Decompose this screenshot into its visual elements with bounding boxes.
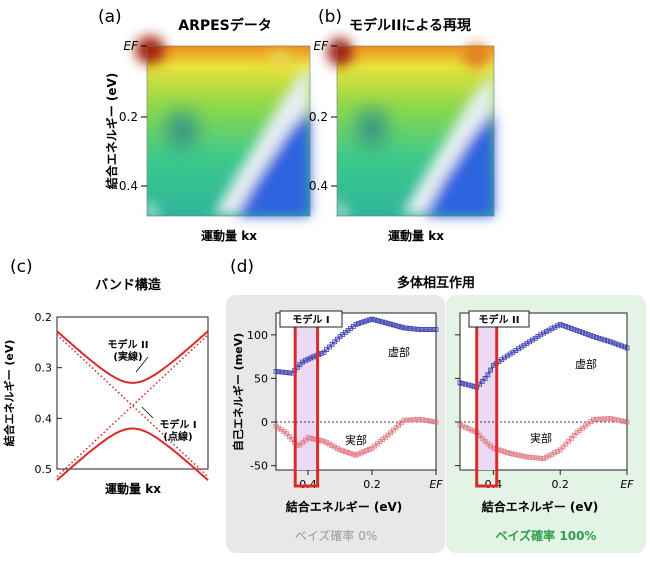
model-image [327,38,495,217]
band-model2-lower [56,427,209,481]
highlight-band [476,313,497,470]
panel-d-xlabel-right: 結合エネルギー (eV) [482,499,599,514]
data-point [398,420,404,426]
xtick-label: 0.2 [551,478,569,491]
data-point [393,425,399,431]
band-ytick-label: 0.2 [35,311,53,324]
bayes-probability-right: ベイズ確率 100% [496,528,597,543]
imag-label-right: 虚部 [575,357,597,371]
data-point [385,432,391,438]
xtick-label: EF [620,478,634,491]
data-point [560,444,566,450]
data-point [482,438,488,444]
band-model1-line [56,334,209,478]
panel-b-yaxis: EF 0.2 0.4 [309,39,337,193]
panel-a-ytick-02: 0.2 [119,110,138,124]
band-annotation-model1-sub: (点線) [163,430,192,443]
data-point [302,437,308,443]
panel-c-letter: (c) [10,257,33,277]
data-point [300,440,306,445]
data-point [329,341,335,347]
data-point [390,427,396,433]
panel-d-title: 多体相互作用 [397,275,475,291]
panel-c-title: バンド構造 [95,277,162,293]
band-ytick-label: 0.5 [35,463,53,476]
panel-a-ytick-ef: EF [124,39,140,53]
band-annotation-model2-sub: (実線) [113,350,142,363]
model1-box-label: モデル I [279,310,343,328]
data-point [566,438,571,444]
panel-d-xlabel-left: 結合エネルギー (eV) [286,499,403,514]
band-model1-line [56,334,209,478]
xtick-label: 0.2 [363,478,381,491]
band-annotation-model1: モデル I [159,418,196,431]
band-model2-upper [56,330,209,384]
panel-b-ytick-02: 0.2 [309,110,328,124]
data-point [334,336,340,342]
model2-box-label: モデル II [468,310,530,328]
band-plot: 0.2 0.3 0.4 0.5 モデル II (実線) モデル I (点線) [35,311,209,481]
imag-series [275,317,436,375]
data-point [396,422,402,428]
panel-a-letter: (a) [98,7,122,27]
ytick-label: 50 [254,372,268,385]
real-series [459,417,628,460]
panel-b-ytick-04: 0.4 [309,179,328,193]
band-annotation-model2: モデル II [108,338,149,351]
panel-a-title: ARPESデータ [178,17,272,34]
panel-d-ylabel: 自己エネルギー (meV) [231,333,245,451]
panel-c-ylabel: 結合エネルギー (eV) [2,340,16,447]
data-point [479,435,485,441]
data-point [284,431,290,437]
panel-c-xlabel: 運動量 kx [105,481,161,496]
panel-a-ylabel: 結合エネルギー (eV) [104,73,119,190]
self-energy-right-plot: 0.4 0.2 EF [455,312,634,491]
panel-a-ytick-04: 0.4 [119,179,138,193]
panel-a-xlabel: 運動量 kx [201,228,257,243]
model1-box-text: モデル I [292,313,329,326]
data-point [388,430,394,436]
imag-series [459,323,628,389]
panel-b-ytick-ef: EF [314,39,330,53]
model2-box-text: モデル II [479,313,520,326]
real-series [275,418,437,457]
bayes-probability-left: ベイズ確率 0% [295,528,378,543]
data-point [571,433,577,438]
panel-b-letter: (b) [318,7,342,27]
arpes-image [135,36,311,217]
data-point [324,347,330,353]
data-point [479,378,485,384]
real-label-right: 実部 [530,431,552,445]
data-point [286,434,292,439]
xtick-label: EF [429,478,443,491]
panel-b-xlabel: 運動量 kx [388,228,444,243]
panel-d-letter: (d) [230,257,254,277]
ytick-label: 100 [247,329,268,342]
ytick-label: -50 [250,460,268,473]
panel-b-title: モデルIIによる再現 [349,17,471,34]
data-point [326,344,332,350]
imag-label-left: 虚部 [388,345,410,359]
highlight-band [295,313,318,470]
band-ytick-label: 0.3 [35,362,53,375]
data-point [563,441,569,447]
band-ytick-label: 0.4 [35,412,53,425]
data-point [568,435,574,441]
real-label-left: 実部 [345,433,367,447]
panel-a-yaxis: EF 0.2 0.4 結合エネルギー (eV) [104,39,147,193]
ytick-label: 0 [261,416,268,429]
data-point [482,376,488,381]
data-point [332,339,338,345]
